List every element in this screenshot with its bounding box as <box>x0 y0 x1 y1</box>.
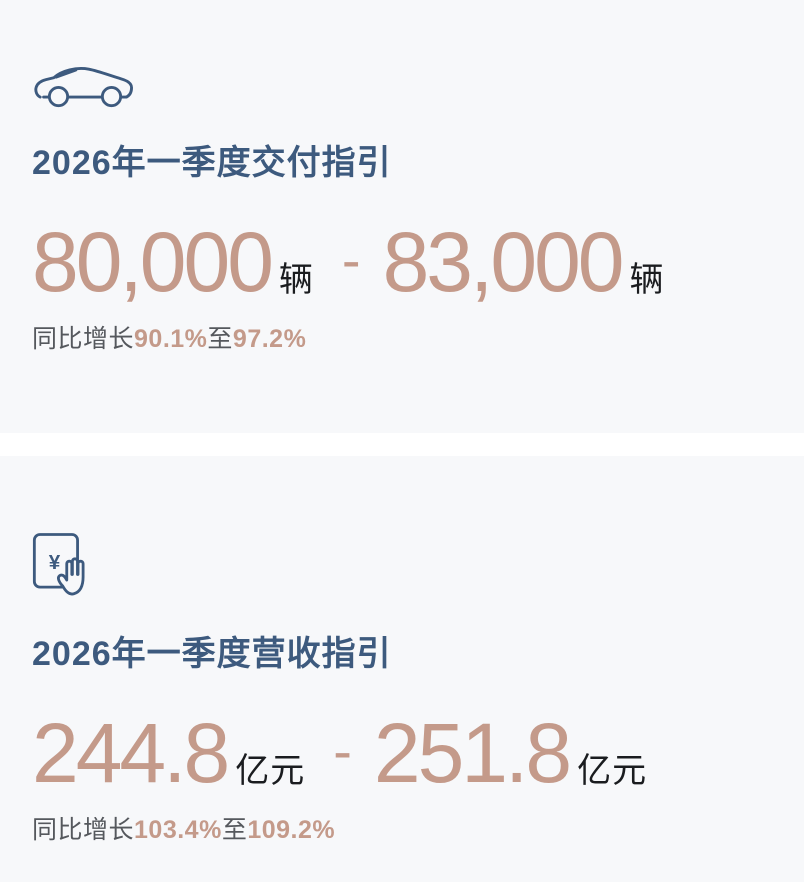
revenue-range-low-unit: 亿元 <box>235 751 306 790</box>
growth-low-percent: 90.1% <box>134 324 208 353</box>
growth-prefix: 同比增长 <box>32 815 135 844</box>
growth-prefix: 同比增长 <box>32 324 135 353</box>
growth-low-percent: 103.4% <box>134 815 222 844</box>
revenue-range-high-value: 251.8 <box>373 705 572 800</box>
range-separator: - <box>341 227 361 291</box>
delivery-yoy-growth: 同比增长 90.1% 至 97.2% <box>32 324 780 354</box>
growth-connector: 至 <box>207 324 233 353</box>
payment-icon: ¥ <box>32 532 780 604</box>
revenue-range-low-value: 244.8 <box>32 705 230 800</box>
revenue-yoy-growth: 同比增长 103.4% 至 109.2% <box>32 815 780 845</box>
revenue-range-high-unit: 亿元 <box>577 751 648 790</box>
car-icon <box>32 62 780 113</box>
delivery-guidance-card: 2026年一季度交付指引 80,000 辆 - 83,000 辆 同比增长 90.… <box>0 0 804 433</box>
delivery-range-high-value: 83,000 <box>382 214 625 309</box>
delivery-range-low-unit: 辆 <box>278 260 314 299</box>
revenue-card-title: 2026年一季度营收指引 <box>32 635 392 673</box>
growth-high-percent: 109.2% <box>247 815 336 844</box>
delivery-range-high-unit: 辆 <box>629 260 665 299</box>
revenue-range: 244.8 亿元 - 251.8 亿元 <box>32 711 780 795</box>
growth-high-percent: 97.2% <box>232 324 307 353</box>
growth-connector: 至 <box>221 815 248 844</box>
delivery-card-title: 2026年一季度交付指引 <box>32 144 392 182</box>
delivery-range-low-value: 80,000 <box>32 214 274 309</box>
revenue-guidance-card: ¥ 2026年一季度营收指引 244.8 亿元 - 251.8 亿元 同比增长 1… <box>0 456 804 882</box>
delivery-range: 80,000 辆 - 83,000 辆 <box>32 220 780 304</box>
svg-text:¥: ¥ <box>49 551 61 574</box>
range-separator: - <box>333 718 352 782</box>
card-divider-gap <box>0 433 804 456</box>
